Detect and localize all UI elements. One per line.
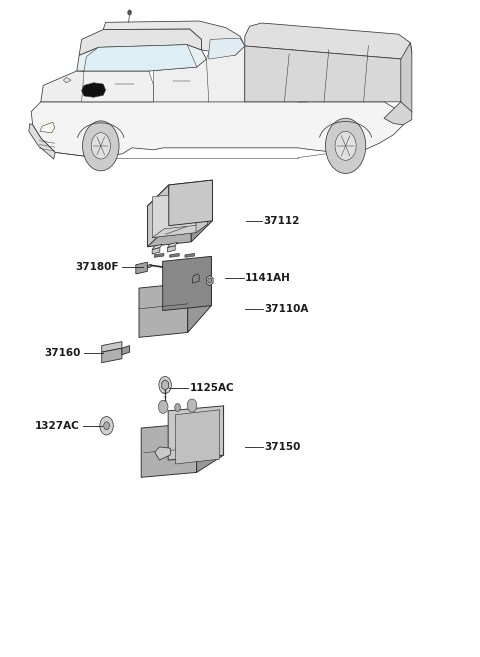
Polygon shape <box>122 346 130 355</box>
Polygon shape <box>63 78 71 83</box>
Polygon shape <box>82 83 106 97</box>
Polygon shape <box>245 46 412 102</box>
Polygon shape <box>191 180 213 242</box>
Circle shape <box>187 399 197 412</box>
Circle shape <box>175 403 180 411</box>
Text: 37150: 37150 <box>264 442 301 452</box>
Text: 37160: 37160 <box>44 348 81 358</box>
Polygon shape <box>40 122 55 133</box>
Circle shape <box>83 121 119 171</box>
Circle shape <box>335 131 356 160</box>
Polygon shape <box>141 423 197 477</box>
Polygon shape <box>175 410 220 464</box>
Text: 37180F: 37180F <box>75 261 119 272</box>
Polygon shape <box>196 183 208 233</box>
Polygon shape <box>82 71 154 102</box>
Text: 37110A: 37110A <box>264 304 309 314</box>
Circle shape <box>208 278 212 283</box>
Polygon shape <box>41 71 154 102</box>
Polygon shape <box>169 254 179 258</box>
Polygon shape <box>147 185 169 247</box>
Polygon shape <box>192 274 199 283</box>
Circle shape <box>100 417 113 435</box>
Text: 1141AH: 1141AH <box>245 273 291 283</box>
Polygon shape <box>152 192 196 238</box>
Polygon shape <box>168 246 175 252</box>
Polygon shape <box>29 124 55 159</box>
Polygon shape <box>84 45 197 71</box>
Polygon shape <box>206 275 213 286</box>
Polygon shape <box>168 242 178 248</box>
Polygon shape <box>79 29 202 55</box>
Polygon shape <box>163 256 211 311</box>
Polygon shape <box>152 248 160 254</box>
Circle shape <box>325 118 366 173</box>
Polygon shape <box>147 264 151 268</box>
Polygon shape <box>168 406 224 460</box>
Circle shape <box>128 10 132 15</box>
Polygon shape <box>401 43 412 125</box>
Polygon shape <box>384 102 412 125</box>
Polygon shape <box>209 38 245 59</box>
Circle shape <box>91 133 110 159</box>
Polygon shape <box>147 201 191 247</box>
Polygon shape <box>147 180 213 206</box>
Circle shape <box>159 376 171 394</box>
Polygon shape <box>102 348 122 363</box>
Polygon shape <box>169 180 213 226</box>
Polygon shape <box>139 283 188 338</box>
Circle shape <box>104 422 109 430</box>
Polygon shape <box>136 262 147 274</box>
Polygon shape <box>77 45 206 71</box>
Polygon shape <box>154 46 245 102</box>
Polygon shape <box>155 254 164 258</box>
Polygon shape <box>245 23 412 59</box>
Polygon shape <box>197 406 224 472</box>
Polygon shape <box>102 342 122 352</box>
Polygon shape <box>185 254 194 258</box>
Polygon shape <box>103 21 245 55</box>
Text: 37112: 37112 <box>263 215 300 226</box>
Polygon shape <box>31 102 403 158</box>
Polygon shape <box>152 244 162 250</box>
Polygon shape <box>188 256 211 332</box>
Text: 1327AC: 1327AC <box>35 420 79 431</box>
Circle shape <box>158 400 168 413</box>
Polygon shape <box>162 380 168 390</box>
Polygon shape <box>152 224 208 238</box>
Text: 1125AC: 1125AC <box>190 382 234 393</box>
Polygon shape <box>155 447 170 460</box>
